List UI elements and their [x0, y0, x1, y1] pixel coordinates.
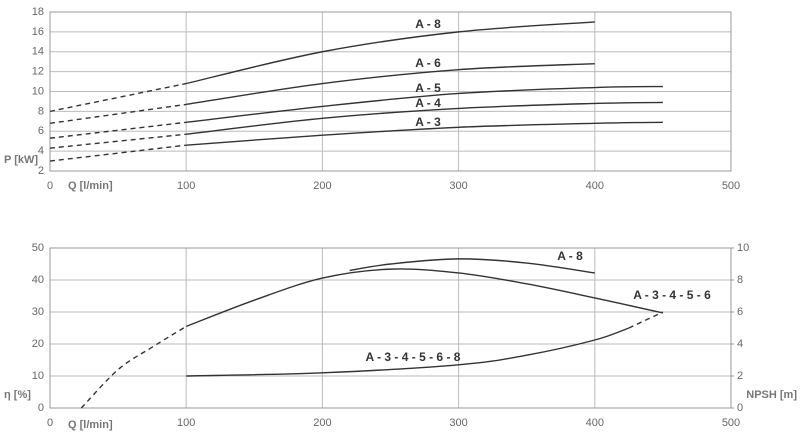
y2-tick-label: 8	[737, 274, 743, 286]
y2-tick-label: 0	[737, 402, 743, 414]
y-tick-label: 12	[32, 66, 44, 78]
x-tick-label: 300	[449, 417, 467, 429]
x-tick-label: 100	[177, 417, 195, 429]
curve-label: A - 3 - 4 - 5 - 6	[633, 288, 711, 302]
x-tick-label: 400	[586, 417, 604, 429]
curve-label: A - 3 - 4 - 5 - 6 - 8	[366, 350, 461, 364]
y-axis-title: η [%]	[4, 389, 31, 401]
x-tick-label: 500	[722, 417, 740, 429]
dashed-curve	[80, 325, 187, 409]
x-axis-title: Q [l/min]	[68, 180, 113, 192]
x-tick-label: 400	[586, 180, 604, 192]
dashed-curve	[49, 121, 187, 139]
x-tick-label: 200	[313, 180, 331, 192]
y2-tick-label: 10	[737, 242, 749, 254]
curve	[186, 121, 663, 146]
x-axis-title: Q [l/min]	[68, 419, 113, 431]
y-tick-label: 18	[32, 6, 44, 18]
x-tick-label: 200	[313, 417, 331, 429]
y-tick-label: 14	[32, 46, 44, 58]
curve	[186, 101, 663, 135]
curve-label: A - 4	[415, 96, 441, 110]
curve	[185, 268, 664, 328]
curve	[186, 21, 595, 85]
curve-label: A - 8	[557, 249, 583, 263]
curve	[349, 258, 595, 274]
x-tick-label: 500	[722, 180, 740, 192]
curve-label: A - 6	[415, 56, 441, 70]
y-tick-label: 6	[38, 125, 44, 137]
dashed-curve	[628, 311, 664, 329]
y2-axis-title: NPSH [m]	[746, 389, 797, 401]
curve-label: A - 5	[415, 81, 441, 95]
y-tick-label: 16	[32, 26, 44, 38]
y-axis-title: P [kW]	[4, 154, 38, 166]
curve	[186, 327, 630, 377]
dashed-curve	[49, 144, 187, 162]
y-tick-label: 30	[32, 306, 44, 318]
y-tick-label: 10	[32, 370, 44, 382]
y-tick-label: 50	[32, 242, 44, 254]
curve	[186, 85, 663, 124]
curve-label: A - 8	[415, 17, 441, 31]
x-tick-label: 300	[449, 180, 467, 192]
y2-tick-label: 6	[737, 306, 743, 318]
plot-frame	[49, 247, 732, 409]
y-tick-label: 10	[32, 85, 44, 97]
y-tick-label: 8	[38, 105, 44, 117]
dashed-curve	[49, 82, 187, 113]
curve-label: A - 3	[415, 115, 441, 129]
y2-tick-label: 2	[737, 370, 743, 382]
y2-tick-label: 4	[737, 338, 743, 350]
x-tick-label: 0	[47, 417, 53, 429]
y-tick-label: 4	[38, 145, 44, 157]
x-tick-label: 0	[47, 180, 53, 192]
plot-frame	[49, 11, 732, 172]
x-tick-label: 100	[177, 180, 195, 192]
dashed-curve	[49, 133, 187, 149]
curve	[186, 62, 595, 106]
y-tick-label: 0	[38, 402, 44, 414]
y-tick-label: 20	[32, 338, 44, 350]
dashed-curve	[49, 103, 187, 124]
y-tick-label: 40	[32, 274, 44, 286]
y-tick-label: 2	[38, 165, 44, 177]
